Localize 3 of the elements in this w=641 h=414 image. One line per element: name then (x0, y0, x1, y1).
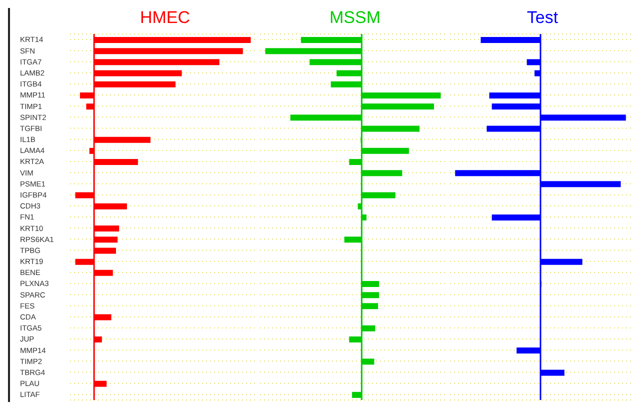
chart-title: Test (526, 8, 560, 29)
chart-title: MSSM (328, 8, 382, 29)
chart-title: HMEC (138, 8, 192, 29)
